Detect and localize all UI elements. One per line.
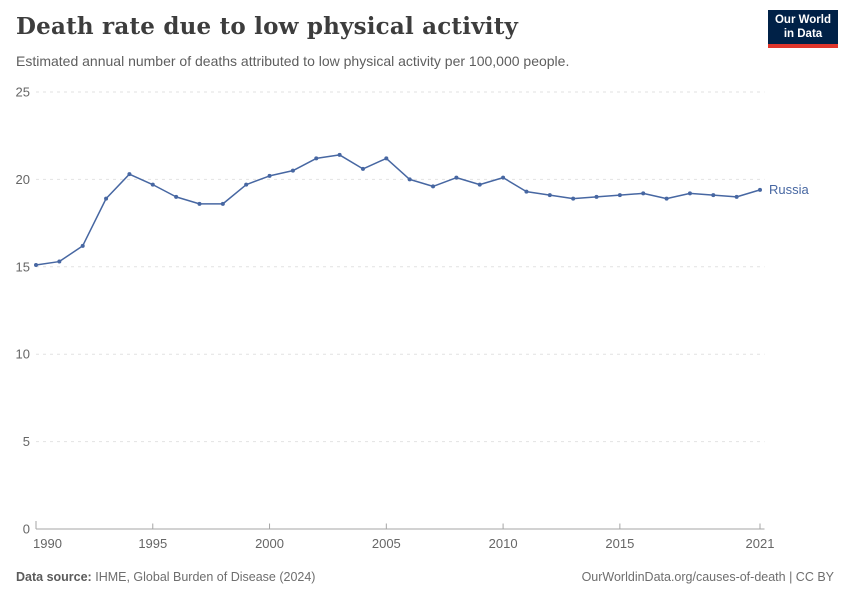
data-point bbox=[687, 191, 692, 196]
data-point bbox=[150, 182, 155, 187]
data-point bbox=[594, 194, 599, 199]
x-tick-label: 2005 bbox=[372, 536, 401, 551]
data-point bbox=[337, 152, 342, 157]
data-point bbox=[197, 201, 202, 206]
data-point bbox=[477, 182, 482, 187]
y-tick-label: 0 bbox=[23, 522, 30, 537]
y-tick-label: 20 bbox=[16, 172, 30, 187]
y-tick-label: 25 bbox=[16, 85, 30, 100]
data-point bbox=[734, 194, 739, 199]
data-source-value: IHME, Global Burden of Disease (2024) bbox=[95, 570, 316, 584]
owid-logo-line2: in Data bbox=[783, 28, 823, 40]
data-point bbox=[758, 187, 762, 192]
owid-logo[interactable]: Our World in Data bbox=[768, 10, 838, 48]
owid-logo-line1: Our World bbox=[774, 13, 831, 26]
data-point bbox=[454, 175, 459, 180]
data-source: Data source: IHME, Global Burden of Dise… bbox=[16, 570, 315, 584]
data-point bbox=[290, 168, 295, 173]
data-point bbox=[104, 196, 109, 201]
chart-footer: Data source: IHME, Global Burden of Dise… bbox=[16, 566, 834, 588]
data-point bbox=[524, 189, 529, 194]
page-title: Death rate due to low physical activity bbox=[16, 13, 519, 40]
series-label-russia: Russia bbox=[769, 181, 809, 197]
attribution-link[interactable]: OurWorldinData.org/causes-of-death | CC … bbox=[581, 570, 834, 584]
y-tick-label: 10 bbox=[16, 347, 30, 362]
data-point bbox=[80, 243, 85, 248]
data-source-label: Data source: bbox=[16, 570, 92, 584]
chart-subtitle: Estimated annual number of deaths attrib… bbox=[16, 53, 570, 69]
data-point bbox=[547, 193, 552, 198]
data-point bbox=[501, 175, 506, 180]
data-point bbox=[127, 172, 132, 177]
x-tick-label: 2000 bbox=[255, 536, 284, 551]
data-point bbox=[267, 173, 272, 178]
x-tick-label: 1995 bbox=[138, 536, 167, 551]
data-point bbox=[360, 166, 365, 171]
data-point bbox=[664, 196, 669, 201]
y-tick-label: 15 bbox=[16, 259, 30, 274]
data-point bbox=[431, 184, 436, 189]
data-point bbox=[407, 177, 412, 182]
data-point bbox=[571, 196, 576, 201]
x-tick-label: 2021 bbox=[746, 536, 775, 551]
data-point bbox=[57, 259, 62, 264]
x-tick-label: 2010 bbox=[489, 536, 518, 551]
data-point bbox=[244, 182, 249, 187]
x-tick-label: 2015 bbox=[605, 536, 634, 551]
y-tick-label: 5 bbox=[23, 434, 30, 449]
x-tick-label: 1990 bbox=[33, 536, 62, 551]
data-point bbox=[220, 201, 225, 206]
data-point bbox=[34, 263, 38, 268]
data-line-russia bbox=[35, 154, 761, 266]
data-point bbox=[314, 156, 319, 161]
data-point bbox=[711, 193, 716, 198]
data-point bbox=[174, 194, 179, 199]
data-point bbox=[617, 193, 622, 198]
data-point bbox=[384, 156, 389, 161]
data-point bbox=[641, 191, 646, 196]
